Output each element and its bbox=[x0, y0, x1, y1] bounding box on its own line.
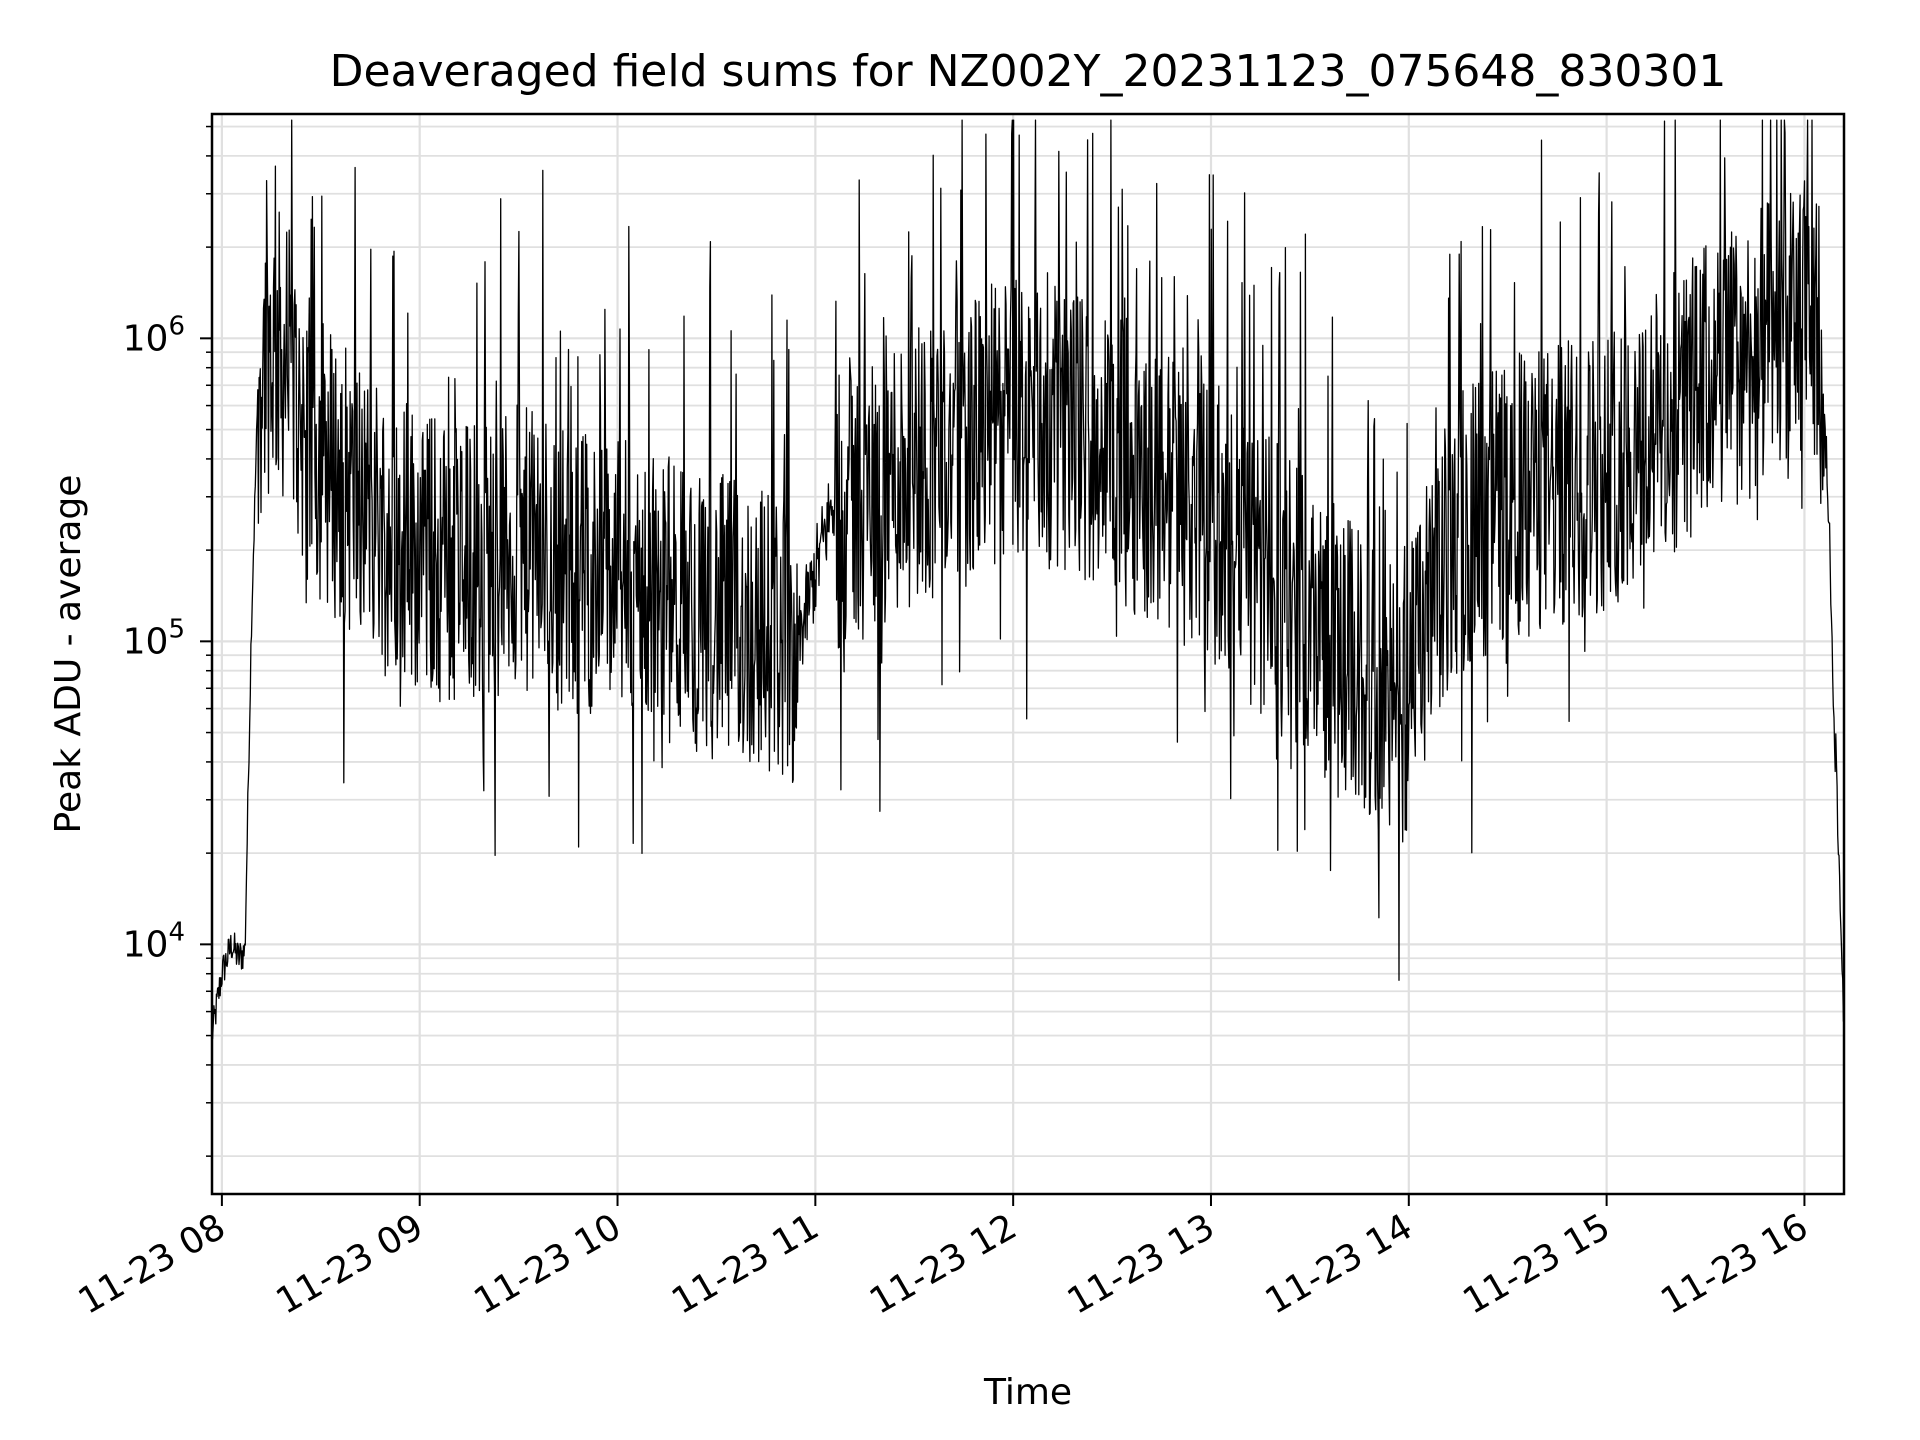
x-tick-label: 11-23 13 bbox=[1061, 1206, 1222, 1322]
x-tick-label: 11-23 10 bbox=[467, 1206, 628, 1322]
chart-title: Deaveraged field sums for NZ002Y_2023112… bbox=[330, 46, 1727, 97]
x-tick-label: 11-23 11 bbox=[665, 1206, 826, 1322]
plot-frame bbox=[210, 112, 1846, 1196]
y-tick-exponent: 5 bbox=[168, 614, 185, 644]
x-tick-label: 11-23 08 bbox=[72, 1206, 233, 1322]
y-tick-label: 105 bbox=[123, 614, 185, 662]
series-line bbox=[211, 119, 1845, 1040]
x-tick-label: 11-23 12 bbox=[863, 1206, 1024, 1322]
y-axis-label: Peak ADU - average bbox=[48, 475, 89, 834]
y-tick-exponent: 4 bbox=[168, 917, 185, 947]
x-tick-label: 11-23 09 bbox=[270, 1206, 431, 1322]
y-axis: 104 105 106 bbox=[123, 125, 212, 1157]
y-tick-exponent: 6 bbox=[168, 311, 185, 341]
x-axis-label: Time bbox=[983, 1372, 1072, 1413]
x-tick-label: 11-23 15 bbox=[1456, 1206, 1617, 1322]
y-tick-label: 104 bbox=[123, 917, 185, 965]
x-tick-label: 11-23 16 bbox=[1654, 1206, 1815, 1322]
x-tick-label: 11-23 14 bbox=[1259, 1206, 1420, 1322]
x-axis: 11-23 08 11-23 09 11-23 10 11-23 11 11-23 12… bbox=[72, 1194, 1815, 1323]
y-tick-label: 106 bbox=[123, 311, 185, 359]
